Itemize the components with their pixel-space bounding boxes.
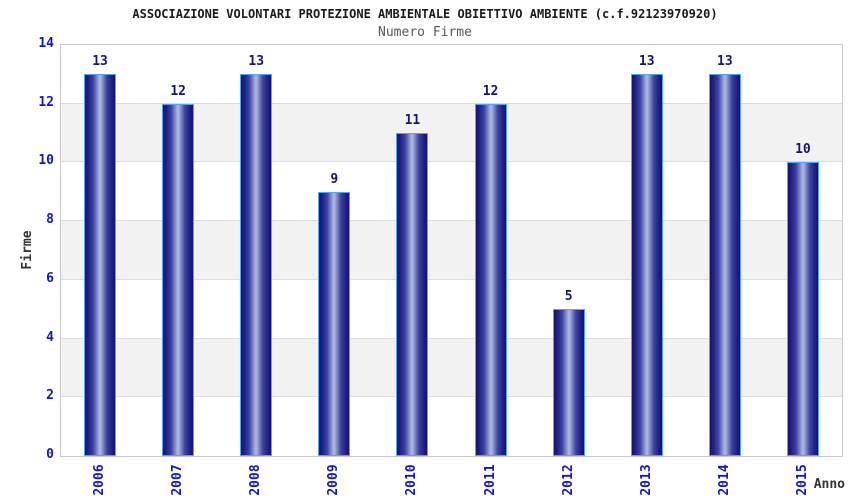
- x-tick-label: 2012: [560, 464, 576, 496]
- y-tick-label: 8: [46, 212, 54, 228]
- bar-2011: [474, 103, 507, 456]
- y-tick-label: 0: [46, 447, 54, 462]
- x-tick-label: 2015: [794, 464, 810, 496]
- bar-value-label: 13: [717, 54, 733, 70]
- gridline: [61, 337, 842, 339]
- bar-2007: [162, 103, 195, 456]
- x-axis-title: Anno: [813, 477, 845, 492]
- x-tick-label: 2006: [91, 464, 107, 496]
- bar-value-label: 12: [170, 83, 186, 99]
- y-axis-title: Firme: [19, 230, 35, 270]
- bar-value-label: 13: [638, 54, 655, 70]
- bar-value-label: 13: [248, 54, 265, 70]
- y-tick-label: 2: [46, 388, 54, 404]
- y-tick-label: 12: [38, 94, 54, 110]
- bar-2008: [240, 74, 273, 456]
- bar-2014: [708, 74, 741, 456]
- x-tick-label: 2010: [403, 464, 419, 496]
- gridline: [61, 102, 842, 104]
- x-tick-label: 2008: [247, 464, 263, 496]
- bar-2010: [396, 133, 429, 456]
- bar-value-label: 11: [404, 113, 421, 129]
- chart-subtitle: Numero Firme: [378, 25, 472, 40]
- y-tick-label: 6: [46, 270, 54, 286]
- bar-2015: [786, 162, 819, 456]
- bar-2013: [630, 74, 663, 456]
- bar-2012: [552, 309, 585, 456]
- bar-value-label: 13: [92, 54, 108, 70]
- bar-2009: [318, 191, 351, 456]
- gridline: [61, 396, 842, 398]
- x-tick-label: 2009: [325, 464, 341, 496]
- x-tick-label: 2007: [169, 464, 185, 496]
- y-tick-label: 10: [38, 153, 54, 169]
- chart-title: ASSOCIAZIONE VOLONTARI PROTEZIONE AMBIEN…: [132, 7, 718, 21]
- gridline: [61, 161, 842, 163]
- bar-2006: [84, 74, 117, 456]
- y-tick-label: 14: [38, 36, 54, 51]
- gridline: [61, 278, 842, 280]
- x-tick-label: 2014: [716, 464, 732, 496]
- bar-value-label: 12: [482, 83, 499, 99]
- bar-value-label: 9: [330, 171, 339, 187]
- plot-area: 13 12 13 9 11 12 5 13 13 10: [60, 44, 843, 457]
- bar-value-label: 10: [795, 142, 811, 158]
- x-tick-label: 2013: [638, 464, 654, 496]
- gridline: [61, 220, 842, 222]
- y-tick-label: 4: [46, 329, 54, 345]
- bar-value-label: 5: [564, 289, 573, 305]
- x-tick-label: 2011: [482, 464, 498, 496]
